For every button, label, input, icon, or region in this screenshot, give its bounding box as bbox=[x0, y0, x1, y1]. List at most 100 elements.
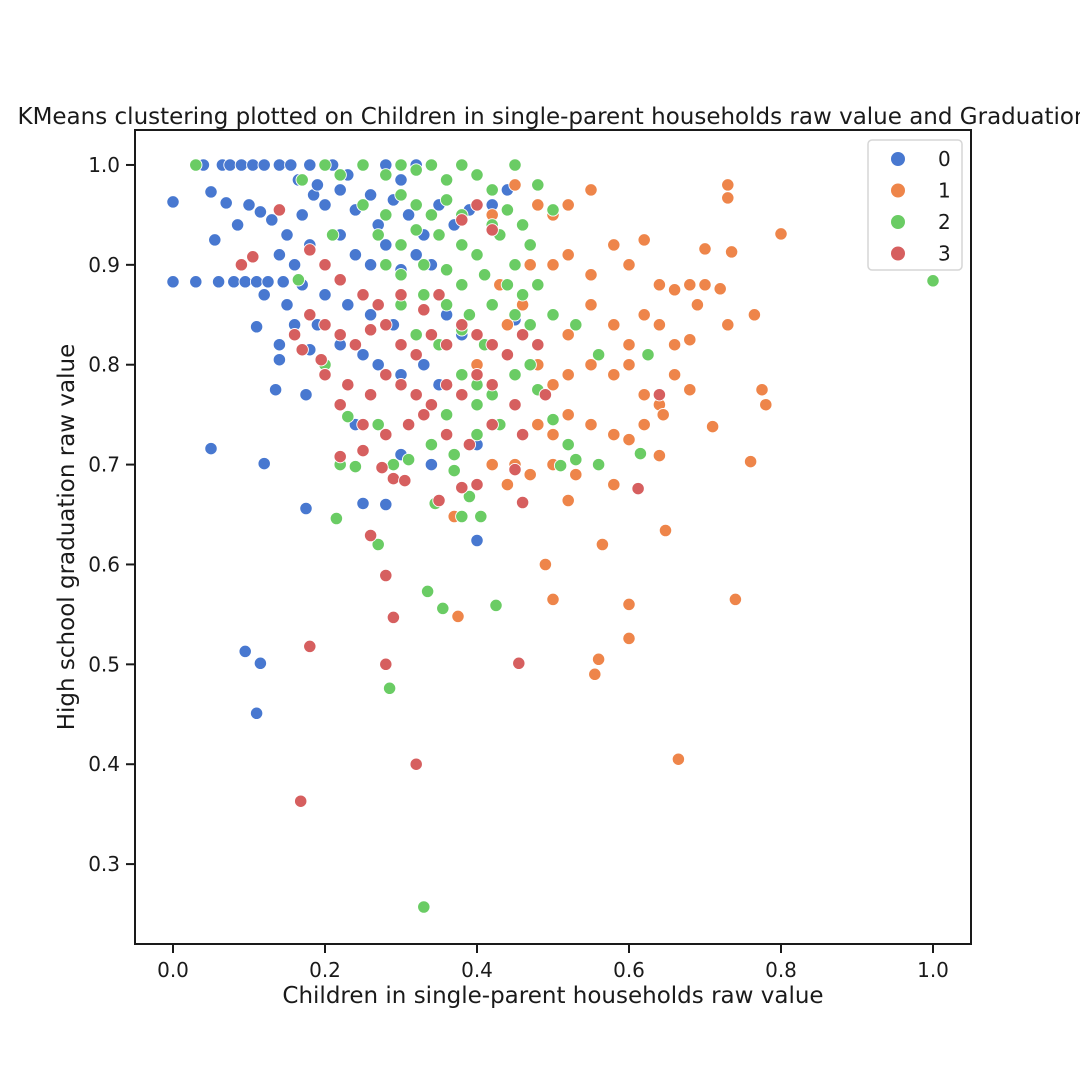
y-tick-label: 0.5 bbox=[88, 652, 120, 676]
point-cluster-1-45 bbox=[759, 398, 773, 412]
point-cluster-2-30 bbox=[432, 228, 446, 242]
point-cluster-2-48 bbox=[462, 308, 477, 322]
point-cluster-0-9 bbox=[223, 158, 237, 172]
point-cluster-0-41 bbox=[401, 208, 416, 222]
point-cluster-1-39 bbox=[622, 358, 636, 372]
point-cluster-3-14 bbox=[287, 328, 302, 342]
point-cluster-3-3 bbox=[303, 243, 317, 257]
point-cluster-2-12 bbox=[485, 183, 499, 197]
point-cluster-1-52 bbox=[622, 432, 636, 447]
point-cluster-3-60 bbox=[470, 477, 484, 492]
point-cluster-2-28 bbox=[394, 238, 408, 252]
point-cluster-1-65 bbox=[538, 557, 553, 572]
point-cluster-2-76 bbox=[553, 458, 568, 473]
point-cluster-3-65 bbox=[363, 528, 378, 543]
point-cluster-3-63 bbox=[631, 481, 645, 496]
point-cluster-3-1 bbox=[246, 250, 260, 264]
point-cluster-0-78 bbox=[272, 353, 287, 367]
point-cluster-0-92 bbox=[249, 706, 264, 720]
point-cluster-2-19 bbox=[424, 208, 439, 222]
point-cluster-2-59 bbox=[569, 318, 583, 332]
point-cluster-1-32 bbox=[667, 338, 682, 352]
point-cluster-2-40 bbox=[455, 278, 469, 292]
point-cluster-2-5 bbox=[379, 168, 393, 182]
x-tick-label: 0.4 bbox=[461, 958, 493, 982]
point-cluster-0-8 bbox=[219, 196, 233, 210]
point-cluster-2-94 bbox=[489, 598, 503, 613]
point-cluster-3-72 bbox=[294, 794, 308, 808]
point-cluster-2-80 bbox=[341, 409, 355, 424]
legend-label-0: 0 bbox=[938, 147, 951, 171]
point-cluster-2-17 bbox=[394, 188, 408, 202]
point-cluster-2-6 bbox=[394, 158, 408, 172]
point-cluster-3-10 bbox=[432, 288, 446, 302]
x-tick-label: 0.6 bbox=[613, 958, 645, 982]
y-tick-label: 0.4 bbox=[88, 752, 120, 776]
point-cluster-0-17 bbox=[253, 205, 268, 219]
point-cluster-3-25 bbox=[455, 318, 469, 332]
point-cluster-0-73 bbox=[356, 348, 370, 362]
point-cluster-0-89 bbox=[470, 533, 484, 548]
point-cluster-3-39 bbox=[455, 388, 469, 402]
point-cluster-3-27 bbox=[485, 338, 499, 352]
point-cluster-0-21 bbox=[272, 158, 287, 172]
point-cluster-0-74 bbox=[371, 358, 385, 372]
point-cluster-1-27 bbox=[584, 298, 598, 312]
point-cluster-0-12 bbox=[234, 158, 249, 172]
chart-title: KMeans clustering plotted on Children in… bbox=[17, 104, 1080, 130]
point-cluster-1-42 bbox=[667, 368, 682, 382]
data-points bbox=[166, 158, 940, 914]
point-cluster-3-61 bbox=[508, 462, 522, 477]
point-cluster-3-46 bbox=[379, 427, 393, 442]
point-cluster-2-35 bbox=[523, 238, 537, 252]
point-cluster-1-1 bbox=[508, 178, 522, 192]
plot-frame bbox=[134, 129, 972, 945]
point-cluster-2-3 bbox=[333, 168, 347, 182]
point-cluster-3-15 bbox=[303, 308, 317, 322]
point-cluster-1-54 bbox=[656, 408, 670, 422]
point-cluster-2-92 bbox=[420, 584, 435, 599]
point-cluster-1-57 bbox=[523, 467, 537, 482]
point-cluster-3-57 bbox=[398, 473, 412, 488]
point-cluster-1-61 bbox=[652, 448, 667, 463]
point-cluster-2-75 bbox=[569, 452, 583, 467]
point-cluster-3-0 bbox=[234, 258, 249, 272]
point-cluster-3-71 bbox=[409, 757, 423, 771]
point-cluster-1-60 bbox=[607, 477, 621, 492]
point-cluster-2-34 bbox=[508, 258, 522, 272]
point-cluster-1-16 bbox=[667, 283, 682, 297]
point-cluster-2-37 bbox=[394, 268, 408, 282]
point-cluster-0-63 bbox=[287, 258, 302, 272]
point-cluster-1-68 bbox=[622, 597, 636, 612]
point-cluster-3-66 bbox=[379, 568, 393, 583]
point-cluster-2-39 bbox=[439, 263, 454, 277]
legend-label-3: 3 bbox=[938, 242, 951, 266]
point-cluster-3-45 bbox=[356, 417, 370, 432]
point-cluster-3-13 bbox=[485, 223, 499, 237]
point-cluster-3-62 bbox=[515, 495, 530, 510]
point-cluster-3-4 bbox=[318, 258, 332, 272]
point-cluster-3-31 bbox=[318, 368, 332, 382]
point-cluster-0-19 bbox=[261, 275, 275, 289]
point-cluster-2-25 bbox=[515, 218, 530, 232]
point-cluster-3-44 bbox=[333, 398, 347, 412]
point-cluster-2-85 bbox=[329, 511, 344, 526]
legend-marker-1 bbox=[890, 182, 906, 199]
point-cluster-1-73 bbox=[671, 752, 686, 766]
point-cluster-3-43 bbox=[538, 388, 553, 402]
point-cluster-3-2 bbox=[272, 203, 287, 217]
legend-label-1: 1 bbox=[938, 179, 951, 203]
point-cluster-0-24 bbox=[284, 158, 298, 172]
point-cluster-3-40 bbox=[470, 368, 484, 382]
point-cluster-2-99 bbox=[325, 228, 340, 242]
point-cluster-1-28 bbox=[607, 318, 621, 332]
point-cluster-2-15 bbox=[356, 198, 370, 212]
point-cluster-0-59 bbox=[341, 298, 355, 312]
point-cluster-1-55 bbox=[705, 419, 720, 434]
point-cluster-3-12 bbox=[455, 213, 469, 227]
point-cluster-2-43 bbox=[515, 288, 530, 302]
point-cluster-3-5 bbox=[333, 273, 347, 287]
point-cluster-1-50 bbox=[584, 417, 598, 432]
point-cluster-2-4 bbox=[356, 158, 370, 172]
point-cluster-2-1 bbox=[295, 173, 309, 187]
